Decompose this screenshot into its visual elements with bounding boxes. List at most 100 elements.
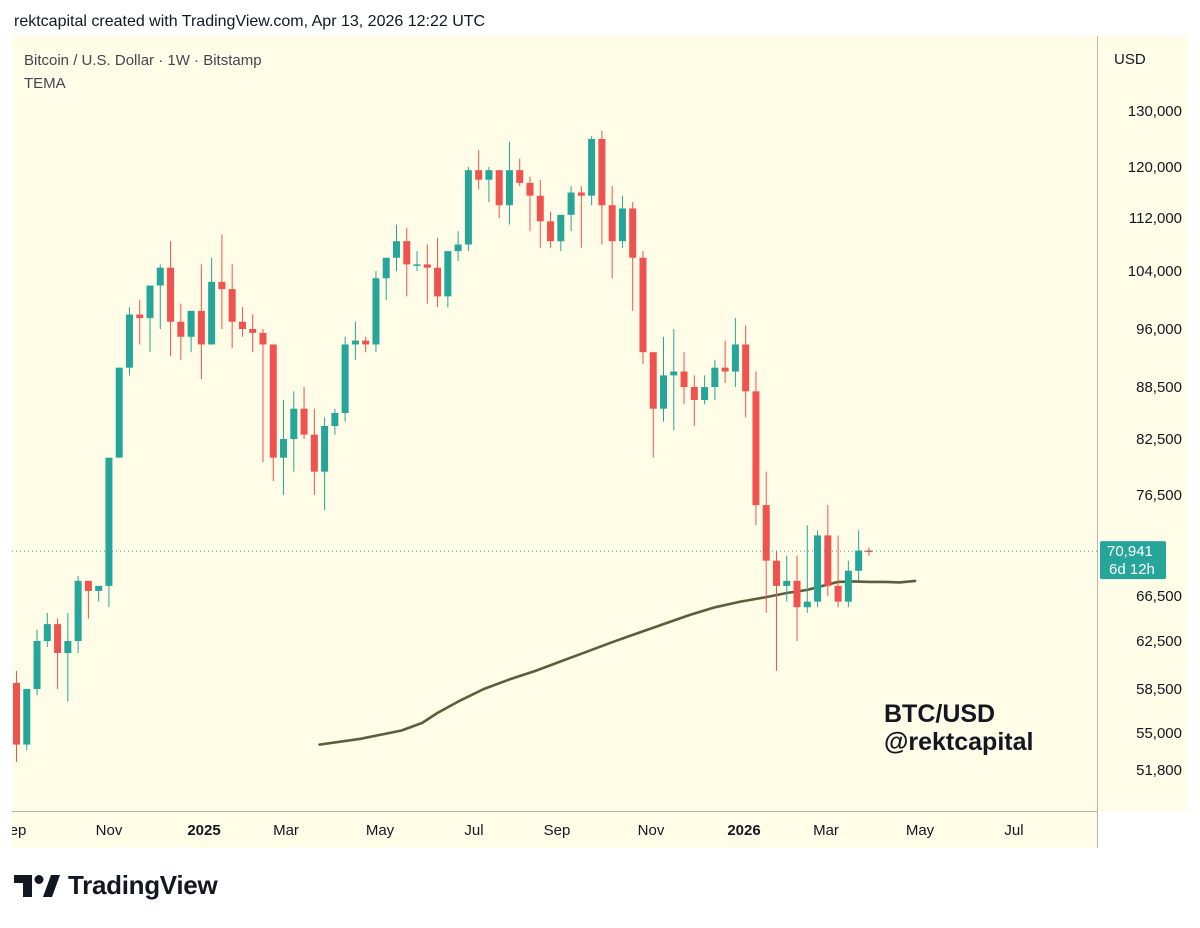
candle-body — [577, 192, 585, 196]
price-tick-label: 104,000 — [1128, 263, 1182, 280]
tradingview-brand-name: TradingView — [68, 870, 218, 900]
time-tick-label: ep — [12, 822, 26, 839]
chart-frame[interactable]: Bitcoin / U.S. Dollar · 1W · Bitstamp TE… — [10, 36, 1188, 848]
candle-body — [475, 170, 483, 180]
candle-body — [536, 195, 544, 222]
candle-body — [598, 139, 606, 206]
candle — [33, 629, 41, 696]
candle — [95, 585, 103, 602]
candle — [752, 371, 760, 526]
candle-body — [136, 314, 144, 319]
candle-body — [793, 580, 801, 608]
candle — [444, 251, 452, 308]
price-tick-label: 51,800 — [1136, 762, 1182, 779]
candle-body — [105, 457, 113, 586]
candle-body — [485, 170, 493, 180]
candle — [516, 158, 524, 187]
candle-body — [680, 371, 688, 387]
watermark-pair: BTC/USD — [884, 700, 995, 728]
candle-body — [74, 580, 82, 641]
price-axis-background — [1098, 36, 1188, 811]
candle — [855, 530, 863, 581]
time-tick-label: Mar — [813, 822, 839, 839]
candle — [711, 359, 719, 400]
candle-body — [742, 344, 750, 392]
candle — [105, 457, 113, 608]
candle — [639, 251, 647, 364]
candle-body — [238, 321, 246, 329]
candle — [290, 391, 298, 472]
candle-body — [701, 387, 709, 400]
candle-body — [43, 624, 51, 641]
candle — [167, 241, 175, 357]
time-axis-background — [12, 812, 1098, 848]
last-price-tag: 70,941 6d 12h — [1100, 541, 1166, 580]
candle — [793, 555, 801, 641]
candle — [156, 264, 164, 329]
price-tick-label: 112,000 — [1129, 210, 1182, 227]
candle-body — [351, 340, 359, 345]
candle-body — [608, 205, 616, 242]
candle — [249, 314, 257, 353]
last-price-value: 70,941 — [1107, 543, 1153, 560]
currency-label: USD — [1114, 51, 1146, 68]
candle-body — [300, 408, 308, 435]
chart-attribution: rektcapital created with TradingView.com… — [14, 13, 486, 30]
candle — [197, 264, 205, 380]
candle-body — [54, 624, 62, 653]
candle-body — [844, 570, 852, 602]
price-tick-label: 55,000 — [1136, 725, 1182, 742]
candle — [64, 612, 72, 702]
candle — [475, 150, 483, 190]
candle — [844, 560, 852, 608]
candle-body — [177, 321, 185, 337]
candle-body — [249, 329, 257, 333]
candle — [187, 310, 195, 353]
candle — [454, 231, 462, 262]
candle — [43, 612, 51, 647]
candle-body — [557, 214, 565, 242]
candle — [505, 141, 513, 225]
btc-weekly-chart[interactable]: Bitcoin / U.S. Dollar · 1W · Bitstamp TE… — [10, 36, 1188, 848]
candle — [588, 136, 596, 206]
candle — [341, 336, 349, 422]
candle-body — [588, 139, 596, 196]
candle — [125, 307, 133, 376]
candle-body — [803, 601, 811, 608]
candle — [547, 211, 555, 248]
candle — [660, 336, 668, 422]
candle — [618, 195, 626, 248]
candle — [177, 303, 185, 360]
candle-body — [362, 340, 370, 345]
candle — [536, 179, 544, 248]
plot-background — [12, 36, 1097, 811]
candle-body — [516, 170, 524, 183]
candle — [74, 575, 82, 653]
candle — [54, 618, 62, 689]
candle-body — [228, 289, 236, 322]
candle — [485, 167, 493, 203]
candle-body — [218, 281, 226, 290]
candle-body — [711, 367, 719, 387]
candle-body — [280, 439, 288, 458]
candle — [280, 400, 288, 495]
candle-body — [84, 580, 92, 591]
candle-body — [167, 267, 175, 322]
candle-body — [464, 170, 472, 245]
candle-body — [752, 391, 760, 506]
candle — [321, 417, 329, 511]
candle-body — [269, 344, 277, 458]
price-tick-label: 130,000 — [1128, 103, 1182, 120]
candle — [331, 408, 339, 435]
candle — [84, 580, 92, 619]
candle-body — [290, 408, 298, 439]
bar-countdown: 6d 12h — [1109, 561, 1155, 578]
chart-title: Bitcoin / U.S. Dollar · 1W · Bitstamp — [24, 52, 262, 69]
candle — [238, 307, 246, 337]
candle-body — [341, 344, 349, 413]
time-tick-label: Sep — [544, 822, 571, 839]
candle — [803, 525, 811, 613]
candle — [23, 689, 31, 751]
last-price-tag-background — [1100, 541, 1166, 580]
price-tick-label: 120,000 — [1128, 159, 1182, 176]
